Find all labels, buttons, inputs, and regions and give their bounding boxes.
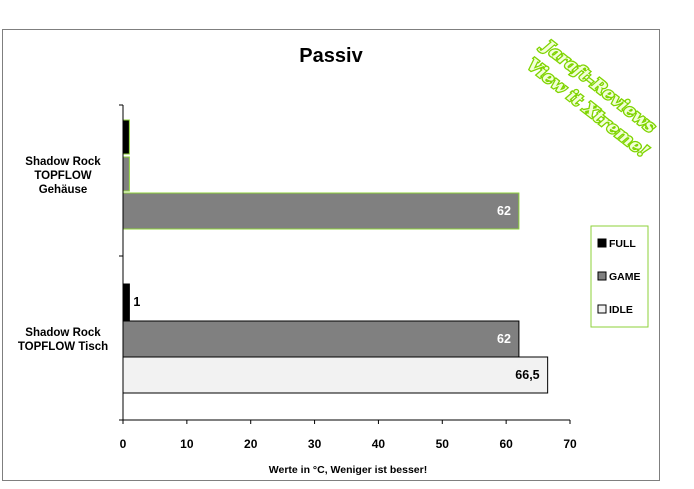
category-label-line: TOPFLOW	[34, 170, 91, 182]
category-label-line: TOPFLOW Tisch	[18, 341, 108, 353]
data-label-idle-1: 66,5	[515, 368, 539, 382]
bar-game-0	[122, 156, 130, 192]
legend-swatch-full	[597, 238, 607, 248]
bar-idle-0	[122, 192, 520, 230]
bar-idle-1	[122, 356, 549, 394]
bar-game-1	[122, 320, 520, 358]
x-tick-label: 10	[180, 437, 194, 451]
bar-full-1	[122, 283, 130, 321]
bar-full-0	[122, 119, 130, 155]
data-label-game-1: 62	[497, 332, 511, 346]
x-tick-label: 40	[372, 437, 386, 451]
x-tick-label: 0	[120, 437, 127, 451]
chart-title: Passiv	[299, 45, 363, 67]
x-axis-label: Werte in °C, Weniger ist besser!	[269, 464, 427, 476]
data-label-idle-0: 62	[497, 204, 511, 218]
x-tick-label: 60	[499, 437, 513, 451]
chart-frame	[2, 29, 660, 481]
legend-swatch-idle	[597, 304, 607, 314]
legend-label-full: FULL	[609, 238, 636, 250]
x-tick-label: 70	[563, 437, 577, 451]
bars-group: 1 62 62 66,5	[122, 119, 549, 394]
category-label-line: Shadow Rock	[25, 327, 101, 339]
x-tick-label: 50	[436, 437, 450, 451]
legend-label-idle: IDLE	[609, 304, 633, 316]
watermark-logo: Jaraft-Reviews View it Xtreme!	[522, 34, 661, 163]
axes-group	[119, 104, 571, 424]
legend: FULL GAME IDLE	[590, 225, 649, 328]
category-label-gehaeuse: Shadow Rock TOPFLOW Gehäuse	[25, 156, 101, 196]
x-tick-labels: 0 10 20 30 40 50 60 70	[120, 437, 577, 451]
category-label-tisch: Shadow Rock TOPFLOW Tisch	[18, 327, 108, 353]
x-tick-label: 20	[244, 437, 258, 451]
x-tick-label: 30	[308, 437, 322, 451]
legend-label-game: GAME	[609, 271, 641, 283]
category-label-line: Gehäuse	[39, 184, 88, 196]
category-label-line: Shadow Rock	[25, 156, 101, 168]
data-label-full-1: 1	[133, 295, 140, 309]
legend-swatch-game	[597, 271, 607, 281]
